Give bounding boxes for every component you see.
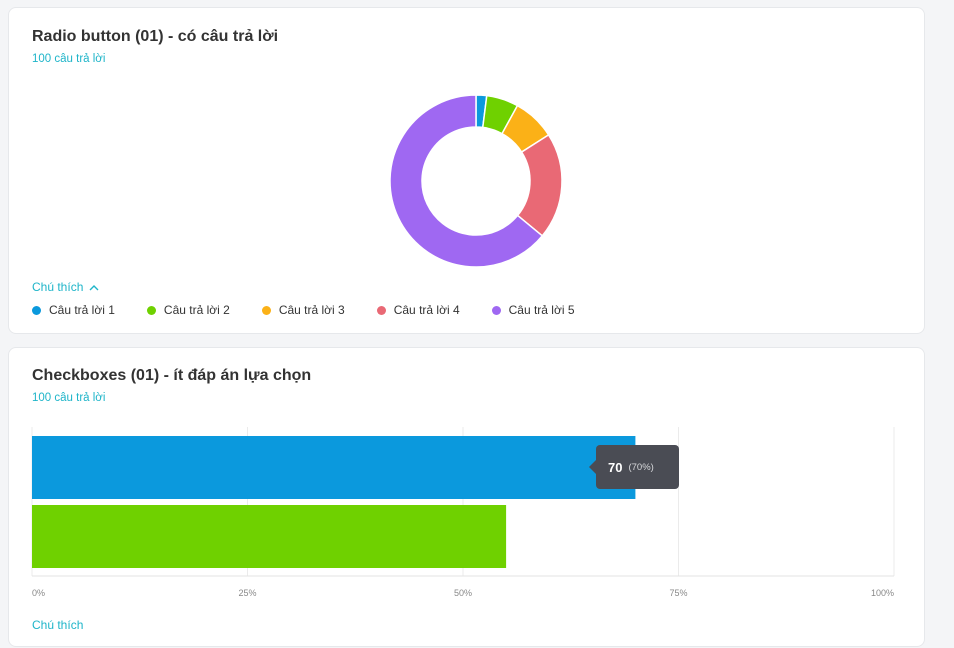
legend-label: Câu trả lời 2: [163, 303, 230, 317]
checkbox-chart-card: Checkboxes (01) - ít đáp án lựa chọn 100…: [8, 347, 925, 647]
legend-swatch: [32, 305, 41, 315]
legend-label: Câu trả lời 1: [49, 303, 115, 317]
legend-swatch: [146, 305, 156, 315]
legend-item[interactable]: Câu trả lời 2: [146, 303, 230, 317]
legend-item[interactable]: Câu trả lời 5: [491, 303, 575, 317]
legend-item[interactable]: Câu trả lời 1: [32, 303, 115, 317]
x-tick-label: 100%: [871, 588, 894, 598]
donut-slice[interactable]: [389, 94, 544, 268]
legend-label: Câu trả lời 4: [393, 303, 460, 317]
bar-tooltip: 70 (70%): [589, 445, 679, 489]
tooltip-percent: (70%): [628, 461, 654, 473]
legend-swatch: [376, 305, 386, 315]
checkbox-chart-title: Checkboxes (01) - ít đáp án lựa chọn: [32, 367, 312, 384]
legend-item[interactable]: Câu trả lời 4: [376, 303, 460, 317]
legend-toggle-label: Chú thích: [32, 280, 84, 294]
legend-label: Câu trả lời 3: [278, 303, 345, 317]
x-tick-label: 0%: [32, 588, 45, 598]
radio-chart-card: Radio button (01) - có câu trả lời 100 c…: [8, 7, 925, 334]
legend-swatch: [261, 305, 271, 315]
radio-response-count: 100 câu trả lời: [32, 53, 106, 65]
donut-chart: [389, 94, 563, 268]
x-tick-label: 50%: [454, 588, 472, 598]
legend-toggle[interactable]: Chú thích: [32, 280, 99, 294]
bar-chart: 0% 25% 50% 75% 100%: [31, 427, 895, 598]
radio-chart-title: Radio button (01) - có câu trả lời: [32, 28, 279, 45]
tooltip-value: 70: [608, 459, 623, 475]
donut-legend: Câu trả lời 1 Câu trả lời 2 Câu trả lời …: [32, 303, 607, 317]
bar[interactable]: [32, 436, 636, 499]
chevron-up-icon: [89, 284, 99, 290]
bar[interactable]: [32, 505, 507, 568]
checkbox-response-count: 100 câu trả lời: [32, 392, 106, 404]
legend-swatch: [491, 305, 501, 315]
legend-label: Câu trả lời 5: [508, 303, 575, 317]
legend-toggle-label: Chú thích: [32, 618, 84, 632]
legend-toggle-2[interactable]: Chú thích: [32, 618, 83, 632]
x-tick-label: 25%: [238, 588, 256, 598]
legend-item[interactable]: Câu trả lời 3: [261, 303, 345, 317]
x-tick-label: 75%: [669, 588, 687, 598]
